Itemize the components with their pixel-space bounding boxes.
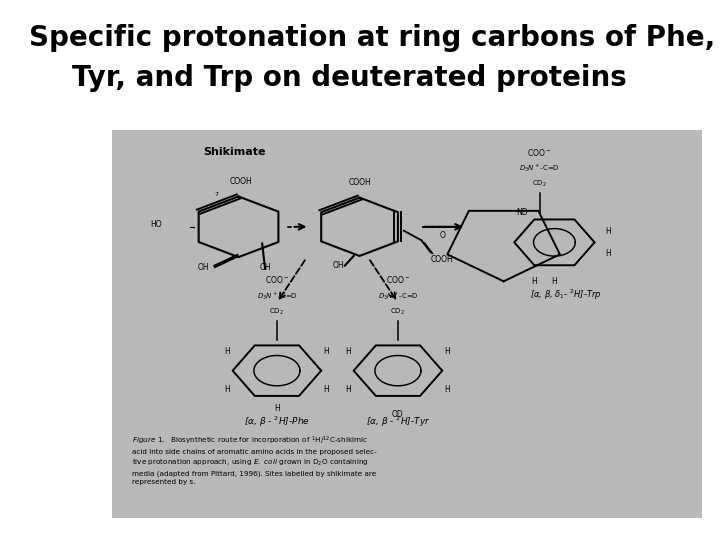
Text: Tyr, and Trp on deuterated proteins: Tyr, and Trp on deuterated proteins <box>72 64 626 92</box>
Text: ND: ND <box>516 208 528 217</box>
Text: Shikimate: Shikimate <box>203 147 266 157</box>
Text: [$\alpha$, $\beta$ - $^2$H]-Tyr: [$\alpha$, $\beta$ - $^2$H]-Tyr <box>366 415 431 429</box>
Text: H: H <box>225 347 230 356</box>
Text: CD$_2$: CD$_2$ <box>532 179 547 189</box>
Text: H: H <box>445 385 451 394</box>
Text: COO$^-$: COO$^-$ <box>386 274 410 285</box>
Text: $D_3N^+$-C=D: $D_3N^+$-C=D <box>519 163 560 174</box>
Text: O: O <box>439 232 445 240</box>
Text: COOH: COOH <box>348 178 371 187</box>
Text: [$\alpha$, $\beta$ - $^2$H]-Phe: [$\alpha$, $\beta$ - $^2$H]-Phe <box>244 415 310 429</box>
Text: COO$^-$: COO$^-$ <box>528 147 552 158</box>
Text: COOH: COOH <box>431 255 454 264</box>
Text: H: H <box>531 278 536 286</box>
Text: H: H <box>606 249 611 258</box>
Text: OH: OH <box>197 262 209 272</box>
Text: H: H <box>323 347 329 356</box>
Text: H: H <box>445 347 451 356</box>
Text: HO: HO <box>150 220 162 230</box>
Text: H: H <box>346 385 351 394</box>
Text: COOH: COOH <box>230 177 253 186</box>
Text: H: H <box>323 385 329 394</box>
Text: CD$_2$: CD$_2$ <box>390 307 405 316</box>
Text: COO$^-$: COO$^-$ <box>265 274 289 285</box>
Text: H: H <box>274 404 280 413</box>
Text: OD: OD <box>392 409 404 418</box>
Text: [$\alpha$, $\beta$, $\delta_1$- $^2$H]-Trp: [$\alpha$, $\beta$, $\delta_1$- $^2$H]-T… <box>531 288 602 302</box>
Text: H: H <box>225 385 230 394</box>
Text: H: H <box>346 347 351 356</box>
Text: $\it{Figure\ 1.}$  Biosynthetic route for incorporation of $^1$H/$^{12}$C-shikim: $\it{Figure\ 1.}$ Biosynthetic route for… <box>132 435 377 484</box>
Text: OH: OH <box>259 262 271 272</box>
Text: OH: OH <box>333 261 345 271</box>
Text: $D_3N^+$-C=D: $D_3N^+$-C=D <box>256 291 297 302</box>
Text: $D_3N^+$-C=D: $D_3N^+$-C=D <box>377 291 418 302</box>
Text: CD$_2$: CD$_2$ <box>269 307 284 316</box>
Text: H: H <box>606 227 611 236</box>
Text: H: H <box>552 278 557 286</box>
Text: Specific protonation at ring carbons of Phe,: Specific protonation at ring carbons of … <box>29 24 715 52</box>
Text: 7: 7 <box>214 192 218 197</box>
Bar <box>112 130 702 518</box>
